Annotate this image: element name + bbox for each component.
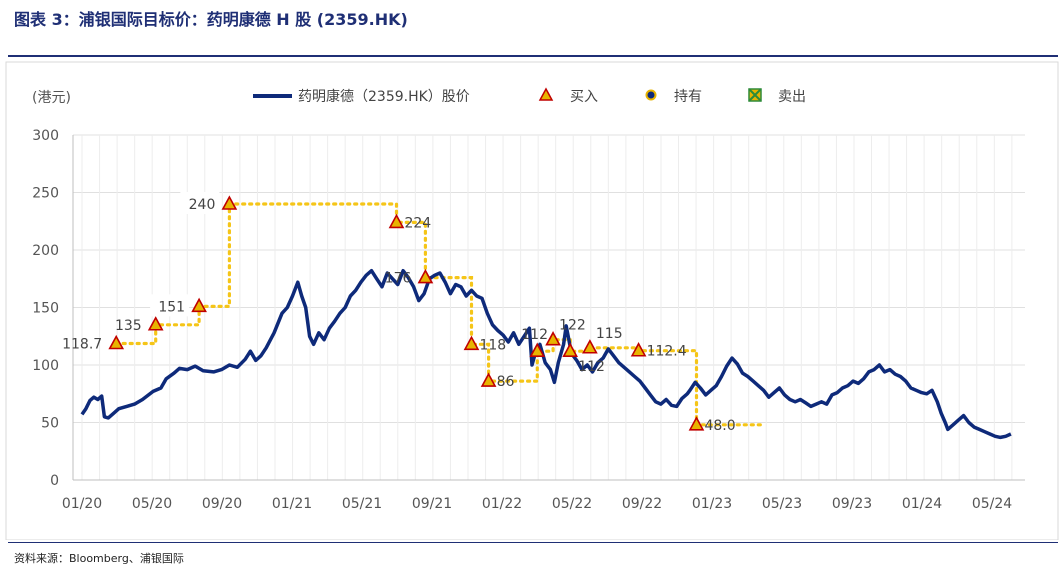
x-tick-label: 09/20: [202, 496, 242, 512]
x-tick-label: 01/23: [692, 496, 732, 512]
price-target-chart: 0 50 100 150 200 250 300 01/20 05/20 09/20 01/21 05…: [5, 61, 1059, 540]
x-tick-label: 01/21: [272, 496, 312, 512]
y-axis-label: (港元): [32, 90, 71, 106]
marker-label: 112.4: [647, 344, 687, 360]
rating-markers: 118.7 135 151 240 224 176 118 86 112 122 112 115 112…: [62, 192, 736, 434]
buy-marker: [562, 342, 579, 358]
marker-label: 48.0: [704, 418, 735, 434]
x-tick-label: 09/23: [832, 496, 872, 512]
price-line: [80, 268, 1012, 440]
x-tick-label: 09/22: [622, 496, 662, 512]
buy-marker: [463, 335, 480, 351]
x-tick-label: 05/22: [552, 496, 592, 512]
legend-buy-label: 买入: [570, 89, 598, 105]
source-note: 资料来源：Bloomberg、浦银国际: [14, 552, 184, 565]
legend-buy-swatch: [538, 87, 554, 101]
x-tick-label: 09/21: [412, 496, 452, 512]
y-tick-label: 100: [32, 358, 59, 374]
buy-marker: [147, 316, 164, 331]
buy-marker: [108, 334, 125, 350]
buy-marker: [688, 416, 705, 431]
buy-marker: [221, 195, 238, 210]
page-title: 图表 3：浦银国际目标价：药明康德 H 股 (2359.HK): [14, 10, 408, 29]
y-tick-label: 50: [41, 416, 59, 432]
price-series: [80, 268, 1012, 440]
marker-label: 151: [158, 299, 185, 315]
x-tick-label: 05/23: [762, 496, 802, 512]
y-tick-label: 200: [32, 243, 59, 259]
x-tick-label: 05/24: [972, 496, 1012, 512]
label-bg: [180, 192, 220, 214]
marker-label: 118: [479, 337, 506, 353]
x-tick-label: 01/22: [482, 496, 522, 512]
marker-label: 122: [559, 318, 586, 334]
title-underline: [8, 55, 1058, 57]
buy-marker: [529, 342, 546, 358]
buy-marker: [417, 268, 434, 284]
buy-marker: [630, 342, 647, 357]
grid-lines: [73, 134, 1025, 480]
legend-sell-label: 卖出: [778, 89, 806, 105]
marker-label: 224: [404, 215, 431, 231]
buy-marker: [388, 213, 405, 229]
buy-marker: [545, 331, 561, 346]
target-line: [114, 202, 763, 427]
marker-label: 112: [578, 359, 605, 375]
legend: 药明康德（2359.HK）股价 买入 持有 卖出: [253, 87, 806, 105]
legend-hold-swatch: [645, 89, 657, 101]
buy-marker: [480, 372, 497, 387]
x-tick-label: 05/21: [342, 496, 382, 512]
marker-label: 240: [189, 197, 216, 213]
y-tick-label: 0: [50, 473, 59, 489]
target-price-path: [114, 202, 763, 427]
legend-price-label: 药明康德（2359.HK）股价: [298, 88, 470, 105]
y-tick-label: 250: [32, 186, 59, 202]
buy-marker: [582, 339, 598, 354]
legend-sell-cross: [748, 88, 762, 102]
marker-label: 115: [596, 326, 623, 342]
marker-label: 176: [385, 271, 412, 287]
marker-label: 135: [115, 318, 142, 334]
y-tick-label: 300: [32, 128, 59, 144]
legend-hold-label: 持有: [674, 89, 702, 105]
footer-line: [8, 542, 1058, 543]
x-tick-label: 01/24: [902, 496, 942, 512]
marker-label: 112: [521, 327, 548, 343]
x-tick-label: 05/20: [132, 496, 172, 512]
plot-frame: [5, 61, 1059, 540]
x-tick-label: 01/20: [62, 496, 102, 512]
label-bg: [150, 294, 190, 317]
axes: 0 50 100 150 200 250 300 01/20 05/20 09/20 01/21 05…: [32, 128, 1025, 512]
buy-marker: [191, 297, 207, 313]
marker-label: 86: [497, 374, 515, 390]
y-tick-label: 150: [32, 301, 59, 317]
marker-label: 118.7: [62, 336, 102, 352]
